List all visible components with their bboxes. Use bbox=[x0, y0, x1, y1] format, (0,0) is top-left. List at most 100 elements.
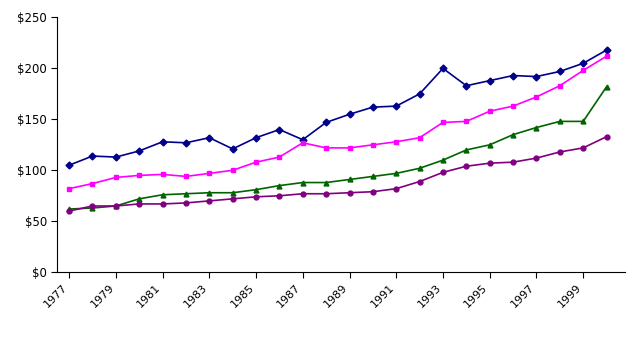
Quartile 2 bbox=[135, 173, 143, 178]
Quartile 4 bbox=[533, 156, 540, 160]
Quartile 1 bbox=[299, 138, 307, 142]
Quartile 4 bbox=[509, 160, 517, 164]
Quartile 1 bbox=[486, 79, 494, 83]
Quartile 2 bbox=[89, 181, 96, 186]
Quartile 2 bbox=[205, 171, 213, 176]
Quartile 2 bbox=[65, 187, 73, 191]
Quartile 3 bbox=[416, 166, 424, 170]
Quartile 2 bbox=[229, 168, 237, 172]
Quartile 2 bbox=[486, 109, 494, 113]
Line: Quartile 4: Quartile 4 bbox=[67, 134, 609, 214]
Quartile 2 bbox=[533, 95, 540, 99]
Quartile 4 bbox=[322, 192, 330, 196]
Quartile 1 bbox=[229, 147, 237, 151]
Quartile 1 bbox=[509, 73, 517, 77]
Line: Quartile 2: Quartile 2 bbox=[67, 54, 609, 191]
Quartile 2 bbox=[252, 160, 260, 164]
Quartile 3 bbox=[322, 180, 330, 185]
Quartile 3 bbox=[89, 206, 96, 210]
Quartile 3 bbox=[556, 119, 563, 124]
Quartile 1 bbox=[205, 136, 213, 140]
Quartile 1 bbox=[252, 136, 260, 140]
Quartile 4 bbox=[556, 150, 563, 154]
Quartile 3 bbox=[533, 125, 540, 129]
Quartile 3 bbox=[579, 119, 587, 124]
Quartile 3 bbox=[509, 133, 517, 137]
Quartile 1 bbox=[322, 120, 330, 125]
Quartile 1 bbox=[533, 74, 540, 79]
Quartile 2 bbox=[509, 104, 517, 108]
Quartile 2 bbox=[556, 84, 563, 88]
Line: Quartile 1: Quartile 1 bbox=[67, 47, 609, 168]
Quartile 2 bbox=[299, 141, 307, 145]
Quartile 3 bbox=[346, 177, 353, 181]
Quartile 3 bbox=[439, 158, 447, 162]
Quartile 4 bbox=[392, 187, 400, 191]
Quartile 3 bbox=[229, 191, 237, 195]
Quartile 4 bbox=[159, 202, 167, 206]
Quartile 3 bbox=[135, 197, 143, 201]
Quartile 4 bbox=[89, 204, 96, 208]
Quartile 3 bbox=[392, 171, 400, 176]
Quartile 4 bbox=[205, 199, 213, 203]
Quartile 3 bbox=[486, 143, 494, 147]
Quartile 2 bbox=[322, 146, 330, 150]
Quartile 1 bbox=[182, 141, 189, 145]
Quartile 2 bbox=[369, 143, 376, 147]
Quartile 1 bbox=[603, 48, 611, 52]
Quartile 4 bbox=[182, 201, 189, 205]
Quartile 3 bbox=[112, 204, 120, 208]
Quartile 3 bbox=[299, 180, 307, 185]
Quartile 3 bbox=[369, 174, 376, 179]
Quartile 4 bbox=[65, 209, 73, 213]
Quartile 4 bbox=[229, 197, 237, 201]
Quartile 2 bbox=[416, 136, 424, 140]
Quartile 1 bbox=[65, 163, 73, 167]
Quartile 1 bbox=[416, 92, 424, 96]
Quartile 1 bbox=[112, 155, 120, 159]
Quartile 3 bbox=[463, 148, 470, 152]
Quartile 2 bbox=[159, 172, 167, 177]
Quartile 4 bbox=[416, 179, 424, 184]
Quartile 4 bbox=[579, 146, 587, 150]
Quartile 4 bbox=[112, 204, 120, 208]
Quartile 2 bbox=[346, 146, 353, 150]
Quartile 1 bbox=[89, 154, 96, 158]
Quartile 1 bbox=[579, 61, 587, 65]
Quartile 3 bbox=[276, 184, 283, 188]
Quartile 1 bbox=[135, 149, 143, 153]
Quartile 4 bbox=[369, 190, 376, 194]
Quartile 4 bbox=[346, 191, 353, 195]
Quartile 2 bbox=[276, 155, 283, 159]
Quartile 2 bbox=[579, 68, 587, 73]
Quartile 1 bbox=[346, 112, 353, 116]
Quartile 1 bbox=[159, 140, 167, 144]
Quartile 3 bbox=[603, 85, 611, 89]
Quartile 3 bbox=[65, 207, 73, 211]
Quartile 2 bbox=[603, 54, 611, 58]
Quartile 4 bbox=[439, 170, 447, 174]
Quartile 2 bbox=[182, 174, 189, 179]
Line: Quartile 3: Quartile 3 bbox=[67, 84, 609, 211]
Quartile 2 bbox=[112, 175, 120, 179]
Quartile 1 bbox=[439, 66, 447, 70]
Quartile 4 bbox=[135, 202, 143, 206]
Quartile 4 bbox=[463, 164, 470, 168]
Quartile 4 bbox=[252, 195, 260, 199]
Quartile 4 bbox=[486, 161, 494, 165]
Quartile 1 bbox=[369, 105, 376, 109]
Quartile 4 bbox=[299, 192, 307, 196]
Quartile 4 bbox=[603, 135, 611, 139]
Quartile 4 bbox=[276, 194, 283, 198]
Quartile 1 bbox=[556, 69, 563, 74]
Quartile 2 bbox=[439, 120, 447, 125]
Quartile 1 bbox=[463, 84, 470, 88]
Quartile 3 bbox=[182, 192, 189, 196]
Quartile 3 bbox=[252, 187, 260, 192]
Quartile 2 bbox=[392, 140, 400, 144]
Quartile 1 bbox=[276, 127, 283, 132]
Quartile 3 bbox=[159, 193, 167, 197]
Quartile 2 bbox=[463, 119, 470, 124]
Quartile 3 bbox=[205, 191, 213, 195]
Quartile 1 bbox=[392, 104, 400, 108]
